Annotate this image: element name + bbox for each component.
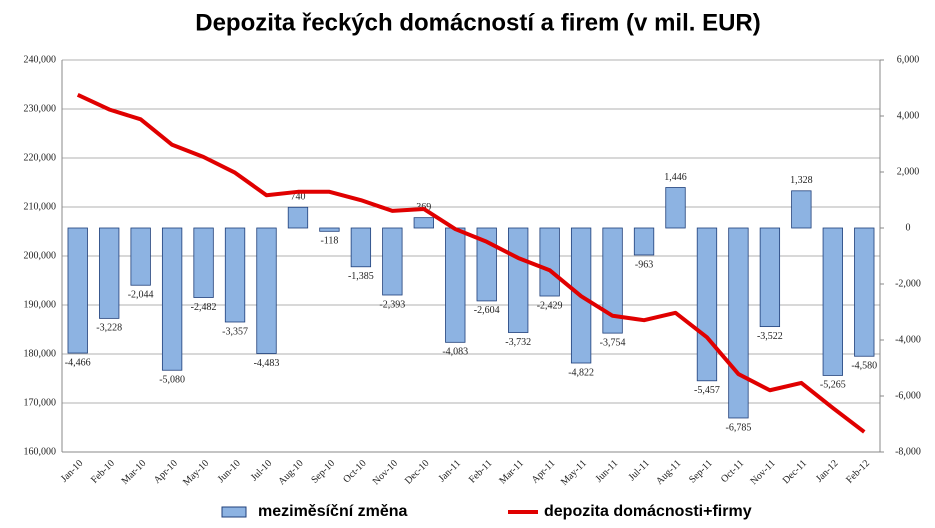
bar (822, 227, 843, 376)
y-tick-label: 160,000 (24, 446, 57, 457)
x-tick-label: Sep-10 (309, 458, 337, 486)
x-tick-label: Jan-10 (59, 458, 86, 485)
bar (193, 227, 214, 298)
x-tick-label: Apr-10 (152, 458, 180, 486)
x-tick-label: Jun-10 (216, 458, 243, 485)
value-label: 740 (290, 192, 305, 203)
bar (256, 227, 277, 354)
value-label: -3,754 (600, 337, 626, 348)
x-tick-label: Oct-11 (719, 458, 746, 485)
value-label: -3,228 (96, 323, 122, 334)
value-label: -3,522 (757, 331, 783, 342)
value-label: -4,083 (442, 347, 468, 358)
bar (539, 227, 560, 297)
value-label: 1,446 (664, 172, 687, 183)
x-tick-label: Dec-11 (781, 458, 809, 486)
x-tick-label: Nov-10 (371, 458, 400, 487)
x-tick-label: Feb-12 (844, 458, 872, 486)
bar (508, 227, 529, 333)
x-tick-label: Apr-11 (530, 458, 558, 486)
y-tick-label: 180,000 (24, 348, 57, 359)
y-tick-label: 170,000 (24, 397, 57, 408)
y2-tick-label: -2,000 (895, 278, 921, 289)
bar (728, 227, 749, 419)
bar (413, 217, 434, 229)
value-label: -1,385 (348, 271, 374, 282)
bar (350, 227, 372, 268)
y-tick-label: 210,000 (24, 201, 57, 212)
chart-title: Depozita řeckých domácností a firem (v m… (195, 9, 761, 36)
bar (445, 227, 466, 343)
y2-tick-label: 6,000 (897, 54, 920, 65)
value-label: -2,044 (128, 290, 154, 301)
y-tick-label: 240,000 (24, 54, 57, 65)
value-label: -6,785 (726, 422, 752, 433)
y-tick-label: 200,000 (24, 250, 57, 261)
y-tick-label: 220,000 (24, 152, 57, 163)
y-tick-label: 230,000 (24, 103, 57, 114)
value-label: -118 (320, 236, 338, 247)
x-tick-label: Oct-10 (341, 458, 368, 485)
value-label: -2,429 (537, 300, 563, 311)
bar (759, 227, 781, 328)
bar (224, 227, 246, 323)
bar (67, 227, 88, 354)
bar (130, 227, 151, 286)
x-tick-label: Dec-10 (403, 458, 432, 487)
value-label: -2,393 (379, 299, 405, 310)
bar (696, 227, 718, 382)
x-tick-label: Aug-11 (654, 458, 683, 487)
bar (665, 187, 686, 229)
legend-label: meziměsíční změna (258, 503, 408, 520)
line (76, 92, 866, 434)
value-label: 1,328 (790, 175, 813, 186)
y-tick-label: 190,000 (24, 299, 57, 310)
y2-tick-label: -8,000 (895, 446, 921, 457)
value-label: -963 (635, 259, 653, 270)
bar (602, 227, 623, 334)
y2-tick-label: 2,000 (897, 166, 920, 177)
bar (633, 227, 655, 256)
value-label: -4,822 (568, 367, 594, 378)
value-label: -2,604 (474, 305, 500, 316)
value-label: -5,457 (694, 385, 720, 396)
value-label: -5,080 (159, 375, 185, 386)
bar (287, 206, 309, 229)
x-tick-label: Jul-11 (627, 458, 652, 483)
value-label: -2,482 (191, 302, 217, 313)
x-tick-label: Feb-10 (89, 458, 117, 486)
x-tick-label: Jul-10 (249, 458, 274, 483)
value-label: -3,732 (505, 337, 531, 348)
bar (854, 227, 875, 357)
y2-tick-label: -6,000 (895, 390, 921, 401)
y2-tick-label: 4,000 (897, 110, 920, 121)
y2-tick-label: 0 (906, 222, 911, 233)
x-tick-label: Jun-11 (594, 458, 621, 485)
value-label: -4,466 (65, 357, 91, 368)
x-tick-label: Mar-11 (497, 458, 526, 487)
x-tick-label: Jan-12 (814, 458, 841, 485)
x-tick-label: Jan-11 (437, 458, 463, 484)
x-tick-label: May-10 (181, 458, 211, 488)
value-label: -4,580 (851, 361, 877, 372)
y2-tick-label: -4,000 (895, 334, 921, 345)
bar (319, 227, 340, 232)
x-tick-label: Mar-10 (120, 458, 149, 487)
x-tick-label: Feb-11 (467, 458, 495, 486)
bar (791, 190, 812, 229)
x-tick-label: May-11 (559, 458, 589, 488)
x-tick-label: Nov-11 (749, 458, 778, 487)
value-label: -5,265 (820, 380, 846, 391)
bar (99, 227, 120, 319)
legend-swatch (221, 506, 247, 518)
value-label: -4,483 (254, 358, 280, 369)
x-tick-label: Sep-11 (687, 458, 715, 486)
value-label: -3,357 (222, 326, 248, 337)
bar (161, 227, 183, 371)
legend-label: depozita domácnosti+firmy (544, 503, 752, 520)
x-tick-label: Aug-10 (276, 458, 305, 487)
bar (382, 227, 403, 296)
